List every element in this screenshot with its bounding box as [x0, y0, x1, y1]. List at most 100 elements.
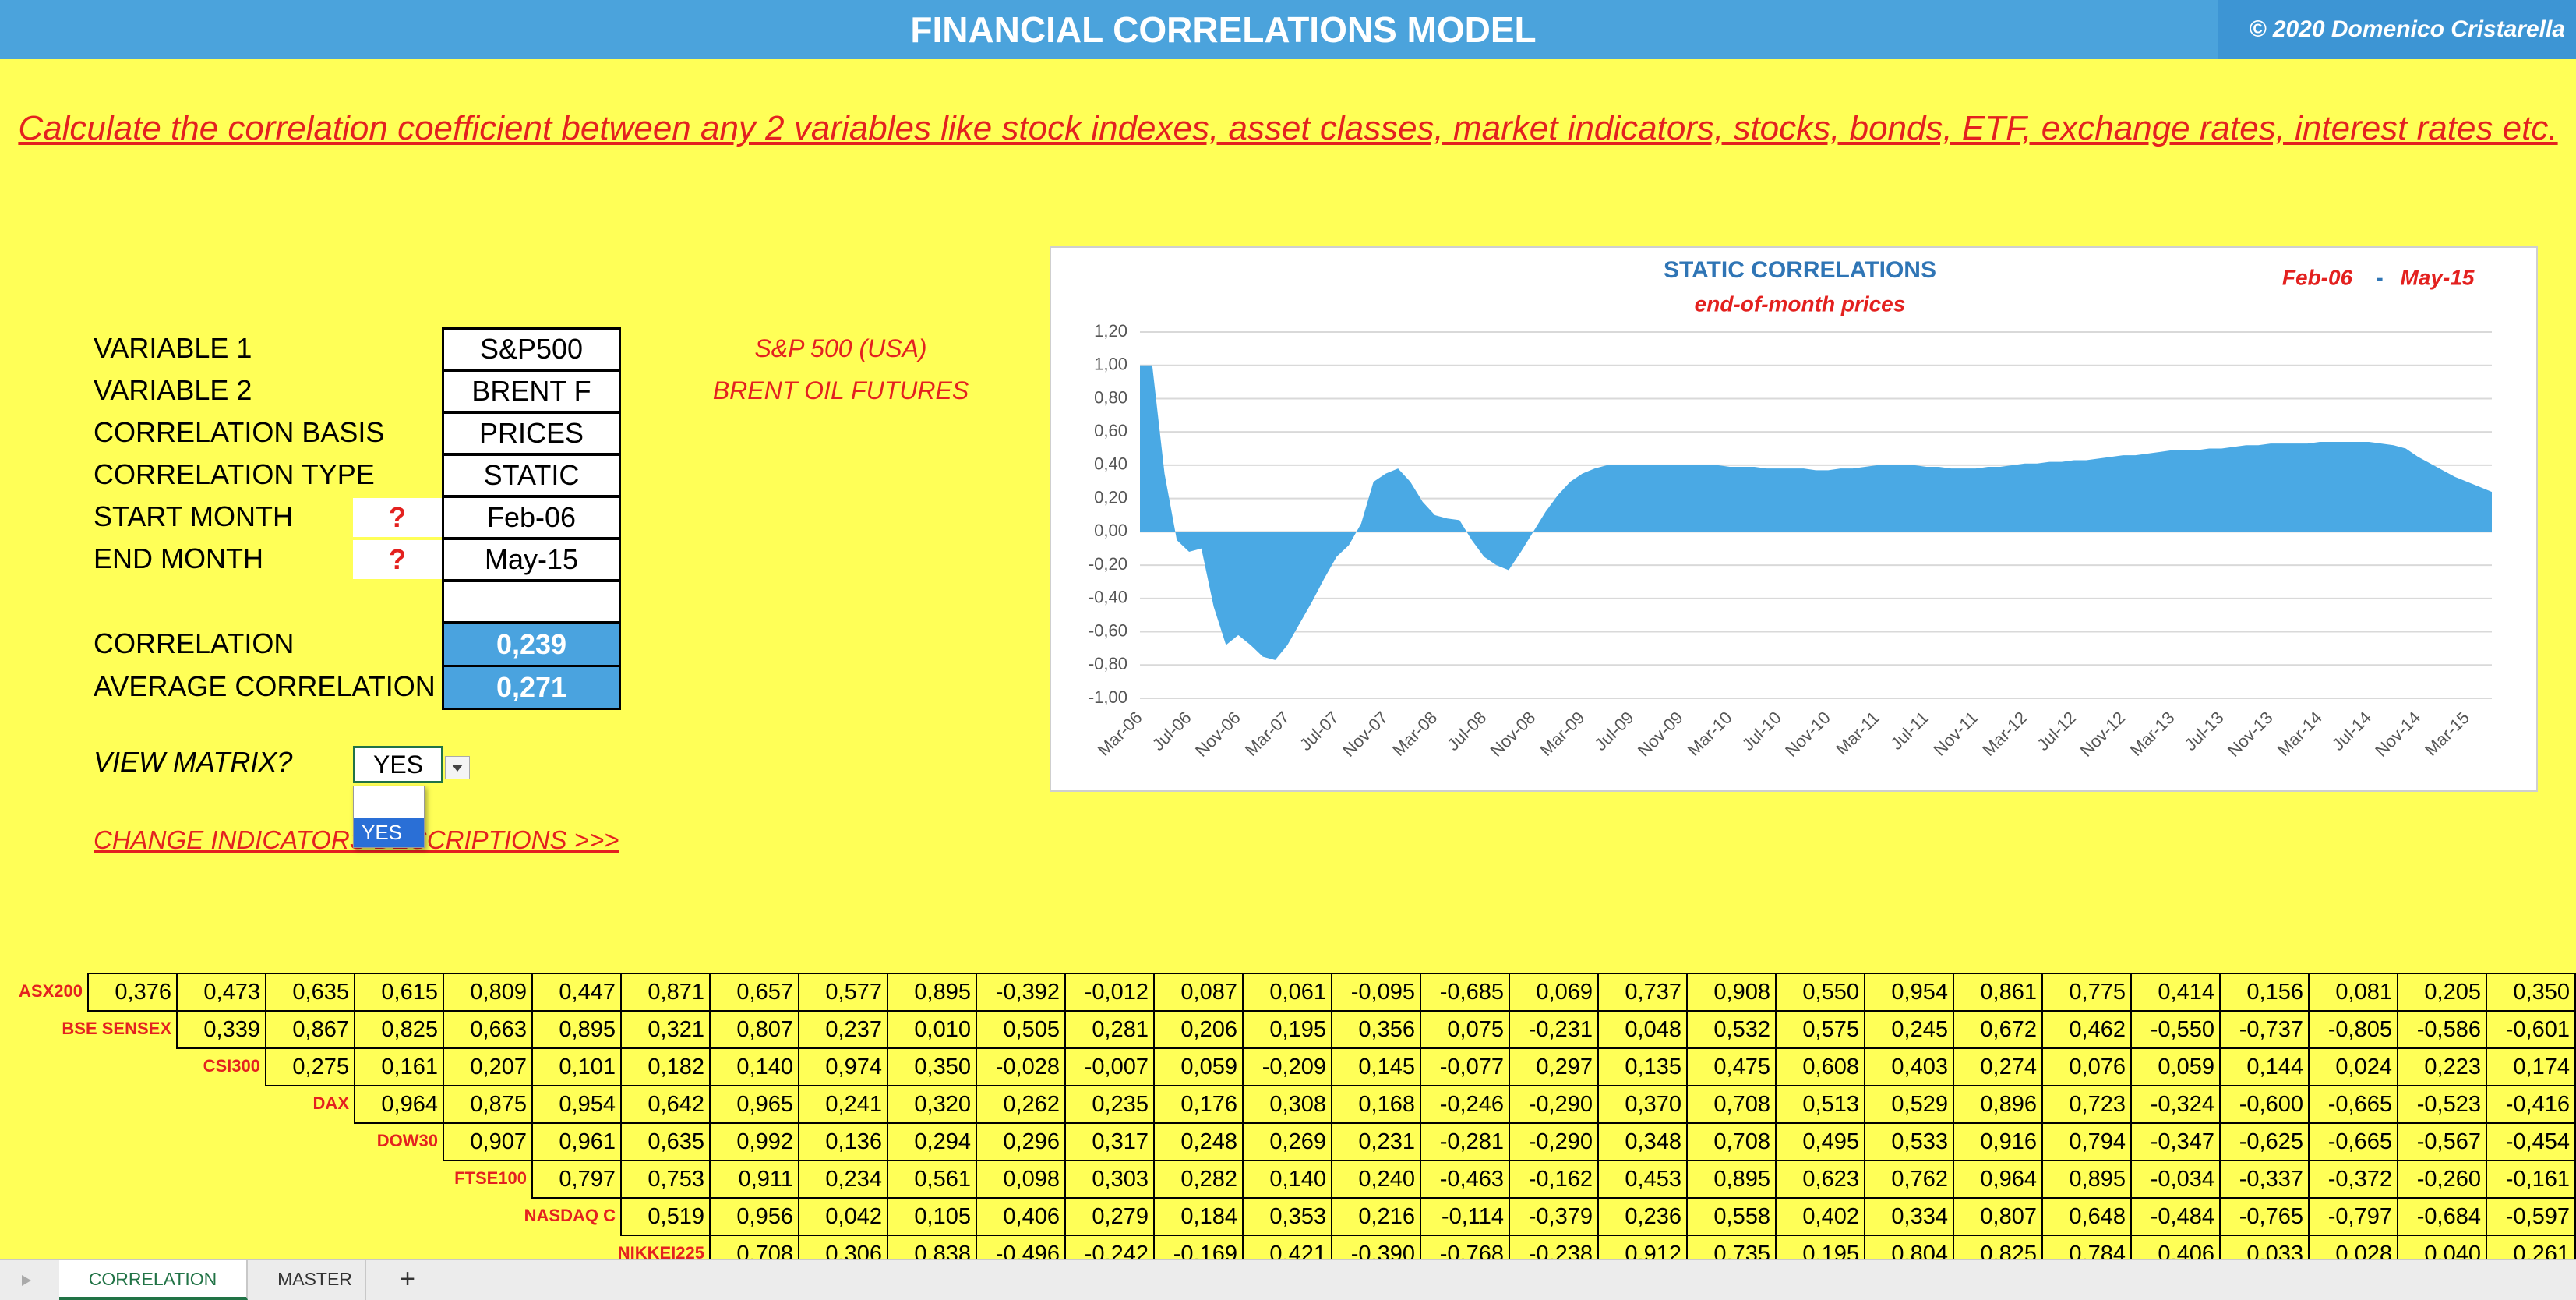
matrix-cell: -0,765 — [2219, 1197, 2310, 1236]
matrix-cell: 0,558 — [1686, 1197, 1777, 1236]
matrix-cell: 0,320 — [887, 1085, 977, 1124]
help-button[interactable]: ? — [353, 498, 442, 537]
matrix-cell: 0,207 — [443, 1047, 533, 1086]
matrix-cell: 0,140 — [1242, 1160, 1332, 1199]
matrix-cell: 0,356 — [1331, 1010, 1421, 1049]
input-label: END MONTH — [94, 542, 263, 574]
x-tick-label: Nov-11 — [1930, 708, 1982, 760]
matrix-cell: 0,282 — [1153, 1160, 1244, 1199]
matrix-cell: 0,145 — [1331, 1047, 1421, 1086]
matrix-cell: 0,807 — [709, 1010, 799, 1049]
matrix-cell: 0,059 — [2130, 1047, 2221, 1086]
matrix-cell: 0,156 — [2219, 973, 2310, 1012]
matrix-cell: -0,290 — [1509, 1122, 1599, 1161]
matrix-cell: 0,087 — [1153, 973, 1244, 1012]
header-title: FINANCIAL CORRELATIONS MODEL — [910, 9, 1537, 50]
x-tick-label: Mar-12 — [1978, 708, 2031, 760]
result-label: AVERAGE CORRELATION — [94, 670, 436, 702]
matrix-cell: -0,665 — [2308, 1085, 2398, 1124]
matrix-cell: 0,061 — [1242, 973, 1332, 1012]
matrix-cell: 0,261 — [2486, 1235, 2576, 1259]
matrix-cell: -0,162 — [1509, 1160, 1599, 1199]
matrix-cell: 0,223 — [2397, 1047, 2487, 1086]
matrix-cell: 0,048 — [1597, 1010, 1688, 1049]
x-tick-label: Jul-08 — [1443, 708, 1490, 754]
x-tick-label: Mar-13 — [2126, 708, 2179, 760]
x-tick-label: Jul-07 — [1296, 708, 1343, 754]
matrix-cell: 0,838 — [887, 1235, 977, 1259]
matrix-cell: -0,768 — [1420, 1235, 1510, 1259]
header-bar — [0, 0, 2576, 59]
input-cell[interactable]: Feb-06 — [442, 496, 621, 539]
matrix-cell: -0,337 — [2219, 1160, 2310, 1199]
matrix-cell: 0,206 — [1153, 1010, 1244, 1049]
matrix-cell: 0,241 — [798, 1085, 888, 1124]
chart: STATIC CORRELATIONS end-of-month prices Fe… — [1089, 257, 2492, 761]
tab-nav[interactable] — [14, 1269, 37, 1292]
matrix-cell: 0,350 — [2486, 973, 2576, 1012]
matrix-cell: 0,954 — [1864, 973, 1954, 1012]
sheet-tab[interactable]: + — [400, 1264, 415, 1294]
matrix-cell: 0,575 — [1775, 1010, 1865, 1049]
matrix-cell: 0,907 — [443, 1122, 533, 1161]
matrix-cell: -0,392 — [976, 973, 1066, 1012]
matrix-cell: 0,895 — [2041, 1160, 2132, 1199]
matrix-cell: 0,339 — [176, 1010, 266, 1049]
row-label: DOW30 — [376, 1131, 438, 1150]
matrix-cell: -0,238 — [1509, 1235, 1599, 1259]
matrix-cell: -0,077 — [1420, 1047, 1510, 1086]
matrix-cell: -0,797 — [2308, 1197, 2398, 1236]
y-tick-label: -0,80 — [1089, 654, 1127, 673]
dropdown-cell[interactable]: YES — [353, 746, 443, 783]
input-cell[interactable]: PRICES — [442, 412, 621, 455]
matrix-cell: -0,012 — [1064, 973, 1155, 1012]
matrix-cell: 0,216 — [1331, 1197, 1421, 1236]
matrix-cell: 0,974 — [798, 1047, 888, 1086]
matrix-cell: 0,956 — [709, 1197, 799, 1236]
matrix-cell: -0,034 — [2130, 1160, 2221, 1199]
matrix-cell: -0,625 — [2219, 1122, 2310, 1161]
help-button[interactable]: ? — [353, 540, 442, 579]
matrix-cell: 0,916 — [1953, 1122, 2043, 1161]
matrix-cell: 0,010 — [887, 1010, 977, 1049]
x-tick-label: Jul-10 — [1738, 708, 1785, 754]
y-tick-label: 1,20 — [1094, 321, 1127, 341]
empty-cell — [442, 580, 621, 624]
input-cell[interactable]: STATIC — [442, 454, 621, 497]
y-tick-label: 0,00 — [1094, 521, 1127, 540]
matrix-cell: 0,040 — [2397, 1235, 2487, 1259]
input-cell[interactable]: May-15 — [442, 538, 621, 581]
matrix-cell: 0,561 — [887, 1160, 977, 1199]
row-label: NASDAQ C — [524, 1206, 616, 1225]
matrix-cell: 0,033 — [2219, 1235, 2310, 1259]
input-cell[interactable]: BRENT F — [442, 369, 621, 413]
subtitle: Calculate the correlation coefficient be… — [18, 109, 2558, 147]
matrix-cell: 0,965 — [709, 1085, 799, 1124]
matrix-cell: -0,496 — [976, 1235, 1066, 1259]
matrix-cell: 0,896 — [1953, 1085, 2043, 1124]
dropdown-option[interactable]: YES — [354, 818, 424, 847]
matrix-cell: 0,279 — [1064, 1197, 1155, 1236]
x-tick-label: Mar-06 — [1094, 708, 1146, 760]
matrix-cell: 0,303 — [1064, 1160, 1155, 1199]
matrix-cell: 0,403 — [1864, 1047, 1954, 1086]
matrix-cell: 0,348 — [1597, 1122, 1688, 1161]
sheet-tab[interactable]: MASTER — [265, 1260, 366, 1300]
x-tick-label: Nov-07 — [1339, 708, 1392, 761]
matrix-cell: 0,912 — [1597, 1235, 1688, 1259]
dropdown-arrow[interactable] — [445, 756, 470, 779]
matrix-cell: 0,376 — [87, 973, 178, 1012]
sheet-tab[interactable]: CORRELATION — [59, 1260, 248, 1300]
matrix-cell: 0,708 — [1686, 1122, 1777, 1161]
matrix-cell: 0,105 — [887, 1197, 977, 1236]
matrix-cell: 0,954 — [531, 1085, 622, 1124]
input-label: VARIABLE 2 — [94, 374, 252, 406]
matrix-cell: 0,505 — [976, 1010, 1066, 1049]
matrix-cell: 0,075 — [1420, 1010, 1510, 1049]
matrix-cell: 0,648 — [2041, 1197, 2132, 1236]
x-tick-label: Jul-12 — [2033, 708, 2080, 754]
matrix-cell: 0,059 — [1153, 1047, 1244, 1086]
x-tick-label: Mar-11 — [1832, 708, 1883, 759]
input-cell[interactable]: S&P500 — [442, 327, 621, 371]
view-matrix-label: VIEW MATRIX? — [94, 746, 293, 778]
